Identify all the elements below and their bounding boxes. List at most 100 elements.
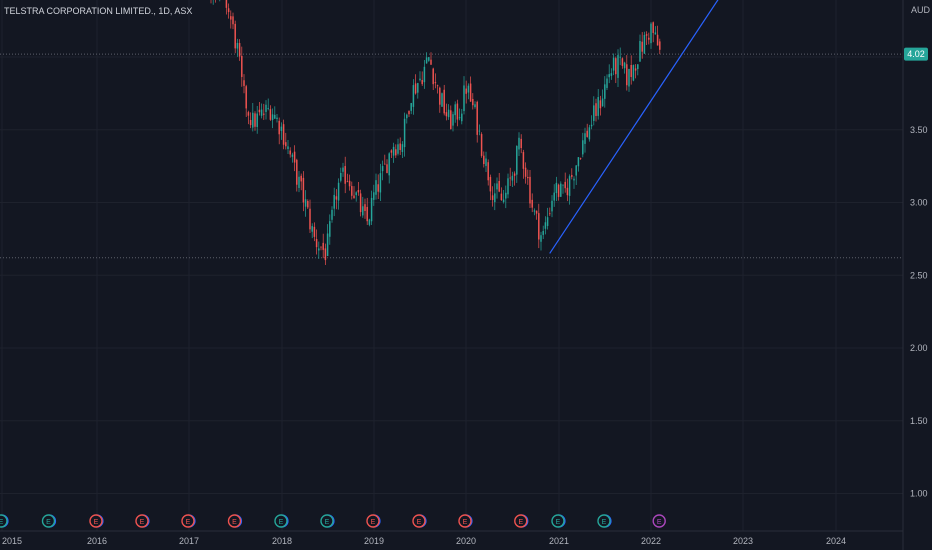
candle-body	[634, 68, 637, 71]
earnings-marker-circle	[597, 514, 611, 528]
earnings-marker-label: E	[463, 519, 468, 526]
candle-body	[406, 114, 408, 119]
earnings-marker[interactable]: E	[366, 514, 381, 528]
candle-body	[535, 210, 538, 214]
candle-body	[379, 173, 382, 193]
candle-body	[298, 176, 300, 188]
candle-body	[388, 153, 390, 176]
candle-body	[637, 64, 639, 70]
earnings-marker[interactable]: E	[412, 514, 427, 528]
candle-body	[593, 105, 595, 121]
candle-body	[659, 41, 661, 50]
candle-body	[434, 82, 437, 84]
earnings-marker[interactable]: E	[89, 514, 104, 528]
candle-body	[344, 166, 346, 184]
candle-body	[445, 112, 448, 117]
candle-body	[439, 87, 441, 105]
y-tick-label: 1.00	[910, 489, 928, 499]
candle-body	[432, 68, 434, 85]
earnings-marker-circle	[320, 514, 334, 528]
earnings-marker-circle	[227, 514, 242, 528]
candle-body	[544, 222, 547, 229]
candle-body	[269, 109, 272, 120]
candle-body	[520, 138, 522, 149]
earnings-marker[interactable]: E	[135, 514, 150, 528]
ascending-trend-line[interactable]	[549, 0, 775, 254]
candle-body	[377, 184, 379, 192]
grid-lines	[0, 0, 903, 531]
candle-body	[549, 213, 551, 215]
candle-body	[513, 173, 516, 176]
candle-body	[590, 124, 593, 127]
candle-body	[425, 57, 428, 64]
candle-body	[258, 109, 261, 113]
candle-body	[293, 151, 296, 163]
candle-body	[304, 199, 307, 207]
candle-body	[333, 194, 335, 209]
earnings-marker[interactable]: E	[551, 514, 566, 528]
candle-body	[562, 184, 564, 186]
earnings-marker[interactable]: E	[652, 514, 666, 528]
candle-body	[623, 62, 626, 69]
candle-body	[247, 112, 250, 116]
candle-body	[584, 133, 586, 144]
earnings-marker[interactable]: E	[181, 514, 196, 528]
candle-body	[511, 175, 514, 181]
earnings-marker[interactable]: E	[514, 514, 529, 528]
x-tick-label: 2015	[2, 536, 22, 546]
candle-body	[652, 22, 654, 33]
candle-body	[254, 113, 256, 127]
candle-body	[395, 149, 397, 156]
earnings-marker[interactable]: E	[0, 514, 9, 528]
candlestick-series	[210, 0, 661, 266]
earnings-marker-label: E	[46, 519, 51, 526]
candle-body	[410, 103, 412, 111]
candle-body	[524, 167, 527, 177]
candle-body	[291, 154, 294, 157]
candle-body	[271, 114, 274, 121]
candle-body	[227, 8, 230, 13]
candle-body	[238, 43, 241, 57]
candle-body	[335, 196, 338, 200]
candle-body	[265, 104, 267, 112]
earnings-marker-label: E	[417, 519, 422, 526]
earnings-marker-circle	[458, 514, 472, 528]
candle-body	[351, 186, 353, 196]
candle-body	[399, 143, 401, 151]
candle-body	[414, 83, 417, 94]
earnings-marker[interactable]: E	[597, 514, 612, 528]
candle-body	[478, 130, 481, 132]
y-tick-label: 1.50	[910, 416, 928, 426]
earnings-marker-label: E	[371, 519, 376, 526]
trend-lines[interactable]	[549, 0, 775, 254]
earnings-marker[interactable]: E	[458, 514, 473, 528]
candle-body	[599, 100, 602, 109]
candle-body	[386, 164, 388, 173]
candle-body	[498, 180, 500, 192]
time-axis[interactable]: 2015 2016 2017 2018 2019 2020 2021 2022 2023 2024	[2, 536, 846, 546]
candle-body	[274, 114, 276, 119]
candle-body	[249, 119, 252, 126]
candle-body	[465, 88, 467, 94]
candle-body	[401, 144, 404, 153]
earnings-marker[interactable]: E	[320, 514, 335, 528]
earnings-marker[interactable]: E	[274, 514, 289, 528]
earnings-marker-label: E	[232, 519, 237, 526]
candle-body	[381, 166, 384, 172]
earnings-marker-label: E	[140, 519, 145, 526]
candle-body	[571, 175, 573, 177]
candle-body	[643, 35, 646, 54]
candle-body	[546, 217, 549, 226]
candle-body	[315, 239, 318, 248]
candle-body	[509, 177, 511, 179]
candle-body	[337, 182, 340, 201]
x-tick-label: 2021	[549, 536, 569, 546]
candle-body	[230, 16, 232, 20]
earnings-marker[interactable]: E	[227, 514, 243, 528]
earnings-marker-circle	[135, 514, 149, 528]
horizontal-levels[interactable]	[0, 0, 903, 259]
candle-body	[454, 104, 456, 116]
earnings-marker[interactable]: E	[41, 514, 57, 528]
